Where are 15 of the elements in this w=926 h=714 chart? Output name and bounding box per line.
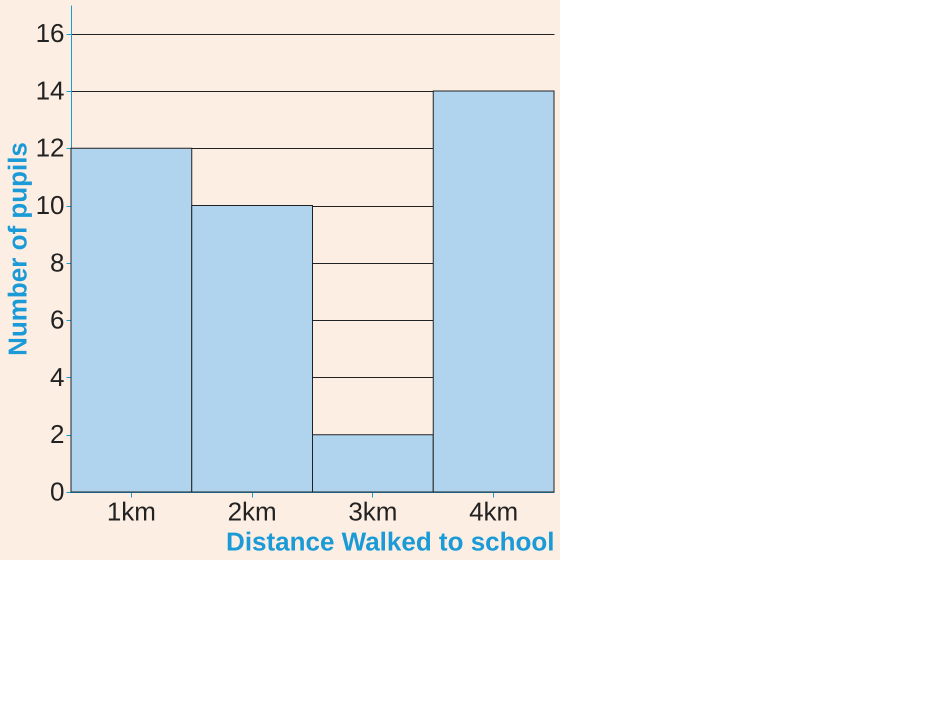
y-tick-label: 14 (36, 75, 64, 106)
y-tick-label: 10 (36, 190, 64, 220)
y-tick-label: 6 (50, 304, 64, 335)
x-tick-label: 3km (348, 496, 398, 526)
y-tick-label: 16 (36, 18, 64, 48)
y-tick-label: 8 (50, 247, 64, 278)
y-tick-label: 0 (50, 476, 64, 506)
x-tick-label: 4km (469, 496, 518, 526)
y-tick-label: 12 (36, 132, 64, 163)
x-tick-label: 2km (228, 496, 277, 526)
y-axis-title: Number of pupils (2, 142, 33, 356)
y-tick-label: 2 (50, 419, 64, 450)
x-tick-label: 1km (106, 496, 156, 526)
x-axis-title: Distance Walked to school (226, 526, 554, 556)
y-tick-label: 4 (50, 362, 64, 392)
